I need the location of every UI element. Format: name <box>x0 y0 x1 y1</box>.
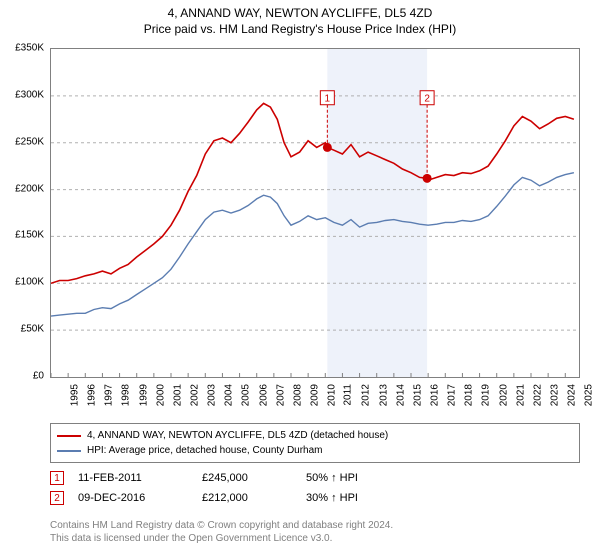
x-axis-tick-label: 2013 <box>378 384 389 406</box>
legend-row: HPI: Average price, detached house, Coun… <box>57 443 573 458</box>
sale-price: £212,000 <box>202 492 292 504</box>
x-axis-tick-label: 2008 <box>292 384 303 406</box>
x-axis-tick-label: 2024 <box>566 384 577 406</box>
sale-marker-icon: 2 <box>50 491 64 505</box>
x-axis-tick-label: 2020 <box>498 384 509 406</box>
y-axis-tick-label: £350K <box>15 43 44 54</box>
x-axis-tick-label: 2007 <box>275 384 286 406</box>
svg-text:2: 2 <box>424 94 430 105</box>
x-axis-tick-label: 2005 <box>241 384 252 406</box>
chart-title-address: 4, ANNAND WAY, NEWTON AYCLIFFE, DL5 4ZD <box>0 6 600 20</box>
x-axis-tick-label: 1995 <box>69 384 80 406</box>
y-axis-tick-label: £250K <box>15 136 44 147</box>
x-axis-tick-label: 2014 <box>395 384 406 406</box>
x-axis-tick-label: 2003 <box>206 384 217 406</box>
x-axis-tick-label: 2022 <box>532 384 543 406</box>
sale-date: 11-FEB-2011 <box>78 472 188 484</box>
chart-svg: 12 <box>51 49 579 377</box>
x-axis-tick-label: 2023 <box>549 384 560 406</box>
footer-text: Contains HM Land Registry data © Crown c… <box>50 520 580 545</box>
chart-plot: 12 <box>50 48 580 378</box>
sale-diff: 50% ↑ HPI <box>306 472 416 484</box>
legend-swatch <box>57 435 81 437</box>
y-axis-tick-label: £200K <box>15 183 44 194</box>
x-axis-tick-label: 2021 <box>515 384 526 406</box>
y-axis-tick-label: £150K <box>15 230 44 241</box>
sales-row: 2 09-DEC-2016 £212,000 30% ↑ HPI <box>50 488 580 508</box>
svg-text:1: 1 <box>325 94 331 105</box>
footer-line1: Contains HM Land Registry data © Crown c… <box>50 520 580 533</box>
sales-row: 1 11-FEB-2011 £245,000 50% ↑ HPI <box>50 468 580 488</box>
x-axis-tick-label: 2025 <box>584 384 595 406</box>
x-axis-tick-label: 2009 <box>309 384 320 406</box>
x-axis-tick-label: 2004 <box>224 384 235 406</box>
x-axis-tick-label: 2000 <box>155 384 166 406</box>
legend-row: 4, ANNAND WAY, NEWTON AYCLIFFE, DL5 4ZD … <box>57 428 573 443</box>
y-axis-tick-label: £50K <box>21 324 44 335</box>
chart-title-subtitle: Price paid vs. HM Land Registry's House … <box>0 22 600 36</box>
x-axis-tick-label: 2016 <box>429 384 440 406</box>
x-axis-tick-label: 2015 <box>412 384 423 406</box>
sales-table: 1 11-FEB-2011 £245,000 50% ↑ HPI 2 09-DEC-201… <box>50 468 580 508</box>
x-axis-tick-label: 2017 <box>446 384 457 406</box>
sale-price: £245,000 <box>202 472 292 484</box>
x-axis-tick-label: 1999 <box>138 384 149 406</box>
y-axis-tick-label: £300K <box>15 89 44 100</box>
x-axis-tick-label: 2012 <box>361 384 372 406</box>
legend-label: 4, ANNAND WAY, NEWTON AYCLIFFE, DL5 4ZD … <box>87 430 388 441</box>
x-axis-tick-label: 2011 <box>343 384 354 406</box>
footer-line2: This data is licensed under the Open Gov… <box>50 533 580 546</box>
x-axis-tick-label: 1997 <box>104 384 115 406</box>
y-axis-tick-label: £0 <box>33 371 44 382</box>
x-axis-tick-label: 2002 <box>189 384 200 406</box>
sale-date: 09-DEC-2016 <box>78 492 188 504</box>
sale-diff: 30% ↑ HPI <box>306 492 416 504</box>
x-axis-tick-label: 2010 <box>326 384 337 406</box>
y-axis-tick-label: £100K <box>15 277 44 288</box>
x-axis-tick-label: 2001 <box>172 384 183 406</box>
chart-area: 12 £0£50K£100K£150K£200K£250K£300K£350K … <box>50 48 580 378</box>
x-axis-tick-label: 2006 <box>258 384 269 406</box>
sale-marker-icon: 1 <box>50 471 64 485</box>
x-axis-tick-label: 2019 <box>481 384 492 406</box>
x-axis-tick-label: 1998 <box>121 384 132 406</box>
legend-swatch <box>57 450 81 452</box>
x-axis-tick-label: 1996 <box>86 384 97 406</box>
x-axis-tick-label: 2018 <box>464 384 475 406</box>
legend: 4, ANNAND WAY, NEWTON AYCLIFFE, DL5 4ZD … <box>50 423 580 463</box>
legend-label: HPI: Average price, detached house, Coun… <box>87 445 323 456</box>
